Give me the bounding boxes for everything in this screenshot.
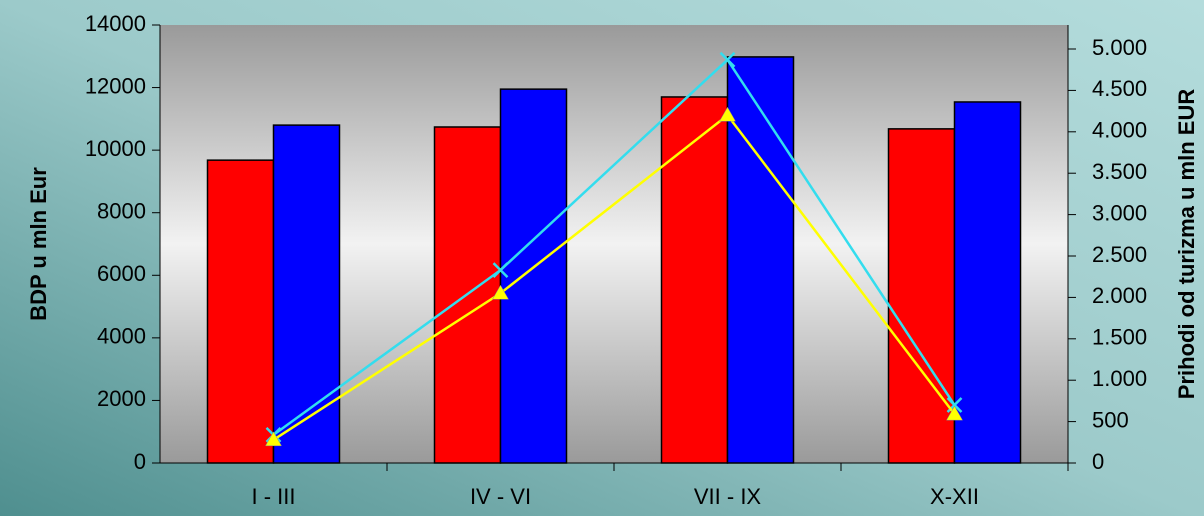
marker	[719, 51, 736, 68]
y2-tick-label: 4.000	[1092, 118, 1147, 143]
marker	[946, 405, 963, 421]
marker	[492, 262, 509, 278]
marker	[492, 284, 509, 300]
y-tick-label: 0	[134, 449, 146, 474]
x-tick-label: IV - VI	[470, 484, 531, 509]
bar	[887, 128, 956, 464]
y-tick-label: 14000	[85, 11, 146, 36]
y-tick-label: 6000	[97, 261, 146, 286]
y-tick-label: 4000	[97, 324, 146, 349]
bar	[272, 124, 341, 464]
bar	[660, 96, 729, 464]
bar	[953, 101, 1022, 464]
y2-tick-label: 2.500	[1092, 242, 1147, 267]
y2-tick-label: 1.000	[1092, 366, 1147, 391]
y2-tick-label: 2.000	[1092, 283, 1147, 308]
y-tick-label: 8000	[97, 199, 146, 224]
y2-axis-title: Prihodi od turizma u mln EUR	[1174, 89, 1199, 400]
line	[272, 113, 956, 441]
y-tick-label: 12000	[85, 73, 146, 98]
x-tick-label: VII - IX	[694, 484, 762, 509]
y2-tick-label: 4.500	[1092, 76, 1147, 101]
y2-tick-label: 5.000	[1092, 35, 1147, 60]
y-axis-title: BDP u mln Eur	[26, 167, 51, 321]
line	[272, 57, 956, 436]
y2-tick-label: 0	[1092, 449, 1104, 474]
y-tick-label: 2000	[97, 386, 146, 411]
y2-tick-label: 3.500	[1092, 159, 1147, 184]
y2-tick-label: 1.500	[1092, 325, 1147, 350]
bar	[499, 88, 568, 464]
bar	[206, 159, 275, 464]
x-tick-label: I - III	[252, 484, 296, 509]
y2-tick-label: 3.000	[1092, 200, 1147, 225]
y-tick-label: 10000	[85, 136, 146, 161]
marker	[719, 106, 736, 122]
x-tick-label: X-XII	[930, 484, 979, 509]
marker	[265, 431, 282, 447]
y2-tick-label: 500	[1092, 407, 1129, 432]
bar	[726, 56, 795, 464]
